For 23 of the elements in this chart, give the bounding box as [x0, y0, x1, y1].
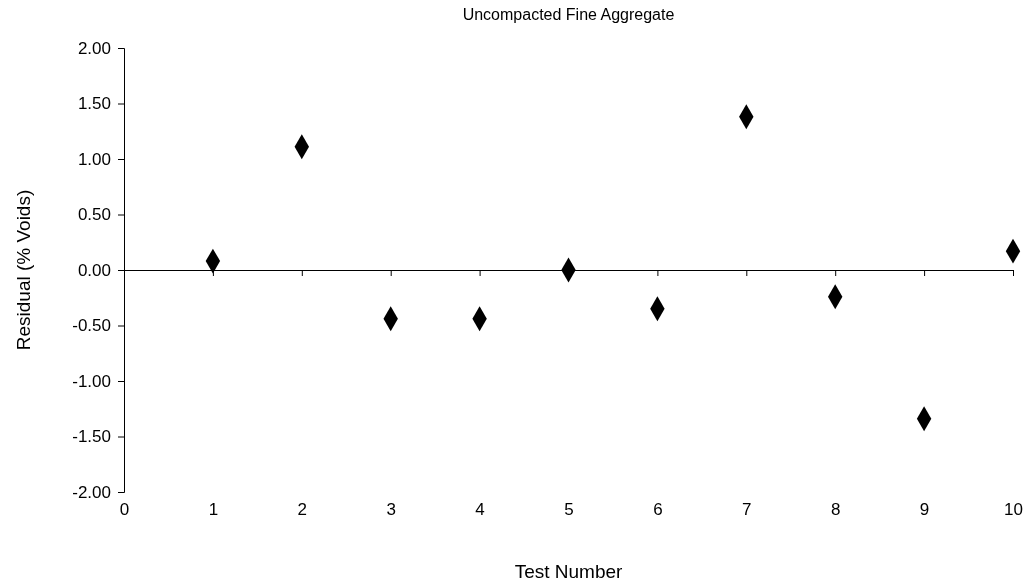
y-tick-label: 1.50: [77, 94, 111, 114]
x-tick-label: 2: [297, 500, 308, 520]
x-tick-label: 6: [653, 500, 663, 520]
x-tick-label: 1: [208, 500, 219, 520]
y-tick-label: 0.50: [77, 205, 111, 225]
chart-title: Uncompacted Fine Aggregate: [462, 6, 675, 23]
x-tick-label: 10: [1004, 500, 1023, 520]
x-tick-label: 5: [564, 500, 574, 520]
y-tick-label: 0.00: [77, 260, 111, 280]
y-tick-label: -1.50: [72, 427, 111, 447]
y-tick-label: 2.00: [77, 38, 111, 58]
y-tick-label: -0.50: [72, 316, 111, 336]
y-tick-label: 1.00: [77, 149, 111, 169]
x-tick-label: 7: [742, 500, 752, 520]
x-tick-label: 8: [830, 500, 841, 520]
x-axis-title: Test Number: [514, 561, 624, 582]
x-tick-label: 4: [475, 500, 485, 520]
x-tick-label: 9: [919, 500, 930, 520]
x-tick-label: 0: [119, 500, 130, 520]
y-axis-title: Residual (% Voids): [13, 189, 34, 351]
y-tick-label: -2.00: [72, 482, 111, 502]
y-tick-label: -1.00: [72, 371, 111, 391]
x-tick-label: 3: [386, 500, 396, 520]
